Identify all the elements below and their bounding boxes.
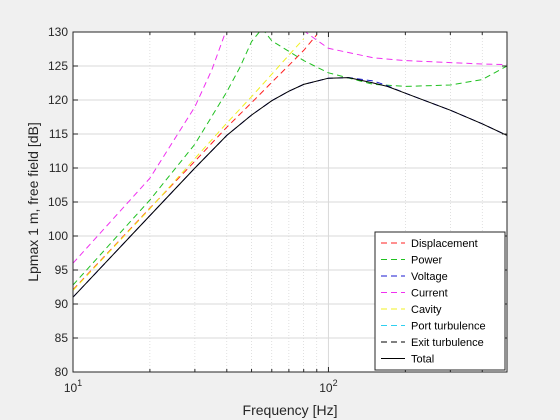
- y-tick-label: 105: [48, 195, 68, 209]
- legend-entry-label: Cavity: [411, 304, 442, 316]
- x-axis-label: Frequency [Hz]: [243, 402, 338, 418]
- legend-entry-label: Displacement: [411, 238, 478, 250]
- x-tick-label: 102: [319, 378, 337, 395]
- x-tick-labels: 101 102: [64, 378, 338, 395]
- y-tick-labels: 80 85 90 95 100 105 110 115 120 125 130: [48, 25, 68, 379]
- y-tick-label: 115: [49, 127, 68, 141]
- legend: Displacement Power Voltage Current Cavity Por…: [374, 231, 506, 371]
- y-tick-label: 125: [48, 59, 68, 73]
- y-tick-label: 100: [48, 229, 68, 243]
- y-tick-label: 85: [55, 331, 69, 345]
- y-tick-label: 120: [48, 93, 68, 107]
- series-lines: [73, 32, 507, 298]
- y-tick-label: 80: [55, 365, 69, 379]
- series-line-total: [73, 77, 507, 298]
- series-line-power: [73, 32, 507, 286]
- legend-entry-label: Voltage: [411, 271, 448, 283]
- y-tick-label: 130: [48, 25, 68, 39]
- legend-entry-label: Port turbulence: [411, 321, 486, 333]
- series-line-cavity: [73, 38, 305, 291]
- y-tick-label: 90: [55, 297, 69, 311]
- legend-entry-label: Power: [411, 255, 443, 267]
- y-tick-label: 110: [49, 161, 68, 175]
- legend-entry-label: Total: [411, 354, 434, 366]
- legend-entry-label: Exit turbulence: [411, 337, 484, 349]
- legend-entry-label: Current: [411, 288, 448, 300]
- legend-box: [374, 231, 506, 371]
- y-tick-label: 95: [55, 263, 69, 277]
- y-axis-label: Lpmax 1 m, free field [dB]: [25, 122, 41, 282]
- x-tick-label: 101: [64, 378, 82, 395]
- series-line-current: [73, 32, 507, 264]
